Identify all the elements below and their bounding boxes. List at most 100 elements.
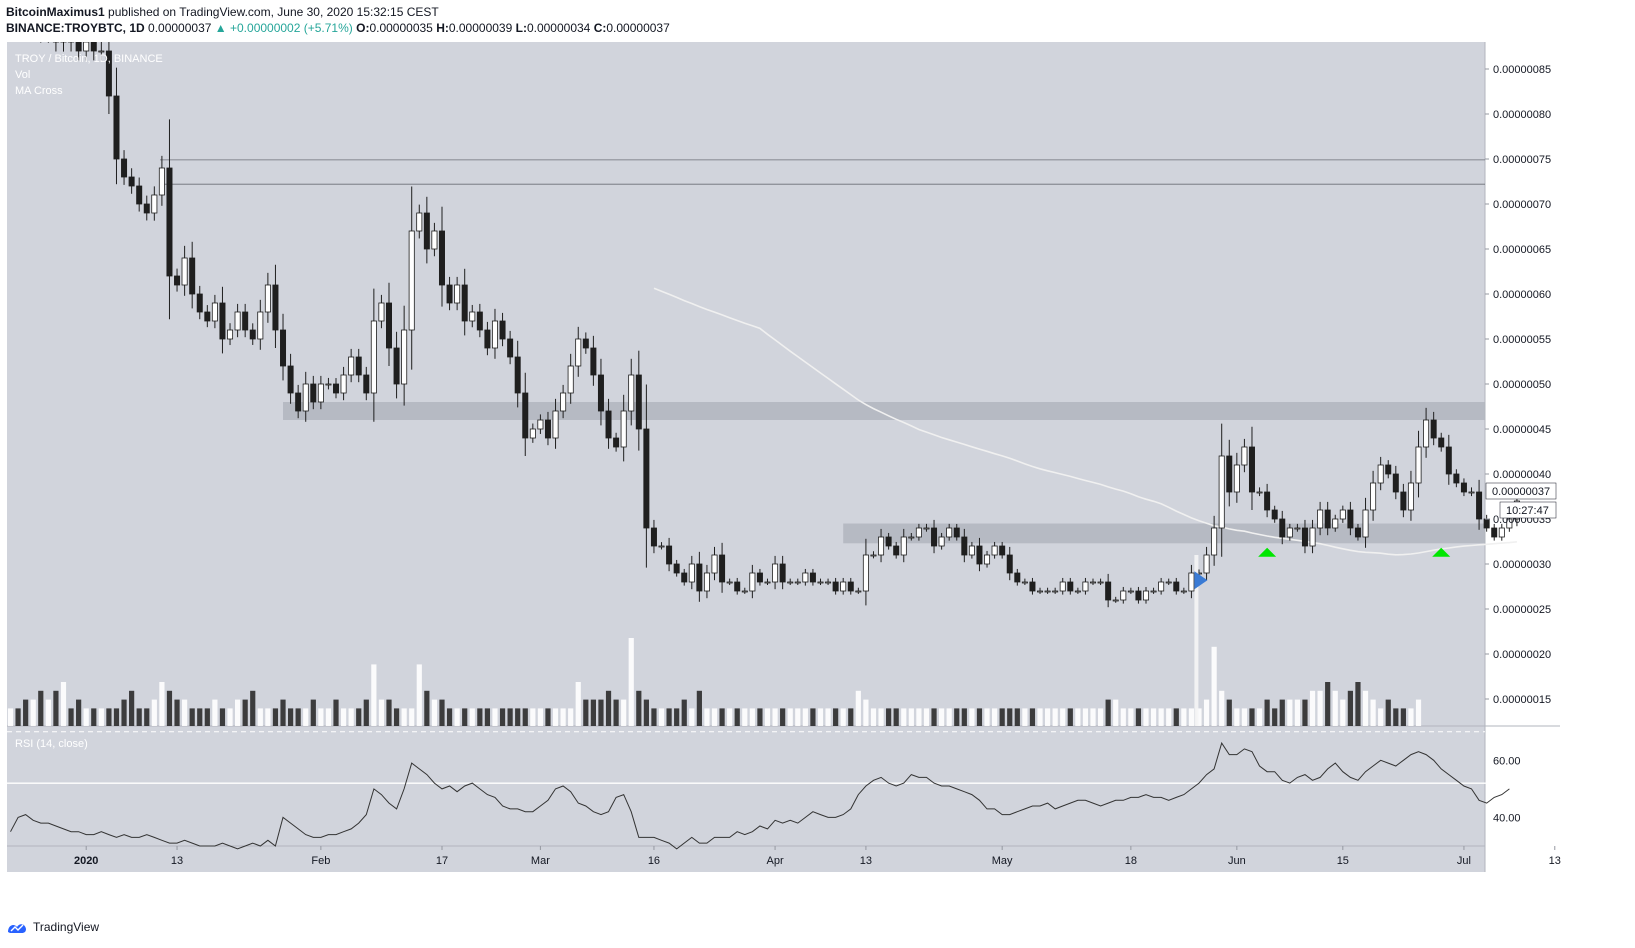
volume-bar [393,708,400,726]
volume-bar [1302,699,1308,726]
candle-body [1339,509,1346,520]
close-label: C: [593,21,607,35]
candle [1211,515,1218,566]
candle [1248,426,1255,510]
candle [1339,505,1346,523]
candle [809,568,816,586]
candle-body [1294,527,1301,530]
time-tick-label: Jul [1457,855,1471,867]
up-arrow-icon: ▲ [214,21,227,35]
rsi-tick-label: 40.00 [1493,812,1521,824]
price-chart[interactable]: 60.00 40.00 0.00000085 0.00000080 0.0000007… [0,42,1635,912]
candle-body [938,536,945,547]
volume-bar [227,708,233,726]
price-tick-label: 0.00000055 [1493,334,1551,346]
candle-body [1354,527,1361,538]
candle [787,578,794,586]
candle [658,542,665,550]
candle-body [1218,455,1225,529]
volume-bar [742,708,748,726]
candle [408,186,415,370]
candle [272,264,279,348]
candle-body [385,302,392,349]
price-axis[interactable]: 0.00000085 0.00000080 0.00000075 0.00000070… [1485,64,1551,706]
candle-body [1370,482,1377,511]
volume-bar [113,708,120,726]
volume-bar [356,708,362,726]
volume-bar [1393,708,1399,726]
candle-body [1074,590,1081,593]
candle [1218,423,1225,557]
candle-body [310,383,317,403]
footer-brand[interactable]: TradingView [33,920,100,934]
price-tick-label: 0.00000020 [1493,649,1551,661]
candle [1044,587,1051,594]
rsi-tick-label: 60.00 [1493,755,1521,767]
candle [1097,578,1104,586]
volume-bar [1287,699,1293,726]
candle [1385,460,1392,479]
volume-bar [537,708,543,726]
candle [52,42,59,52]
candle [825,578,832,586]
candle [999,541,1006,559]
candle-body [264,284,271,313]
volume-bar [159,682,165,726]
candle [363,366,370,401]
candle-body [597,374,604,412]
volume-bar [530,708,536,726]
candle-body [1332,518,1339,529]
author-name[interactable]: BitcoinMaximus1 [6,5,105,19]
candle-body [1271,509,1278,520]
candle-body [552,410,559,439]
volume-bar [1150,708,1157,726]
candle-body [832,581,839,592]
candle-body [1506,518,1513,529]
high-label: H: [436,21,449,35]
candle [613,432,620,452]
volume-bar [734,708,740,726]
volume-bar [1090,708,1096,726]
candle-body [1241,446,1248,466]
volume-bar [1135,708,1142,726]
time-axis[interactable]: 202013Feb17Mar16Apr13May18Jun15Jul13Aug [74,846,1635,867]
candle [75,42,82,61]
candle [416,204,423,239]
candle [507,330,514,365]
ma-cross-line [653,287,1517,556]
candle [1271,505,1278,523]
candle-body [1279,518,1286,538]
volume-bar [189,708,195,726]
candle-body [1407,482,1414,511]
volume-bar [1173,708,1179,726]
volume-bar [83,708,89,726]
candle-body [1423,419,1430,448]
volume-bar [235,699,241,726]
volume-bar [250,690,256,726]
candle-body [113,95,120,160]
publish-info: published on TradingView.com, June 30, 2… [108,5,439,19]
volume-bar [1234,708,1240,726]
open-label: O: [356,21,370,35]
candle [1105,573,1112,608]
legend-vol: Vol [15,69,30,81]
candles-layer [40,42,1520,608]
candle [325,377,332,390]
candle [968,541,975,559]
volume-bar [416,664,422,726]
volume-bar [787,708,793,726]
tradingview-logo-icon[interactable] [6,920,28,934]
candle [522,372,529,456]
candle-body [166,167,173,277]
candle-body [1052,590,1059,593]
volume-bar [1378,708,1384,726]
candle-body [544,419,551,439]
low-value: 0.00000034 [526,21,591,35]
price-tick-label: 0.00000085 [1493,64,1551,76]
volume-bar [1362,690,1369,726]
price-tick-label: 0.00000045 [1493,424,1551,436]
up-triangle-icon [1432,547,1451,557]
time-tick-label: Mar [531,855,550,867]
candle-body [984,554,991,565]
candle-body [174,275,181,286]
